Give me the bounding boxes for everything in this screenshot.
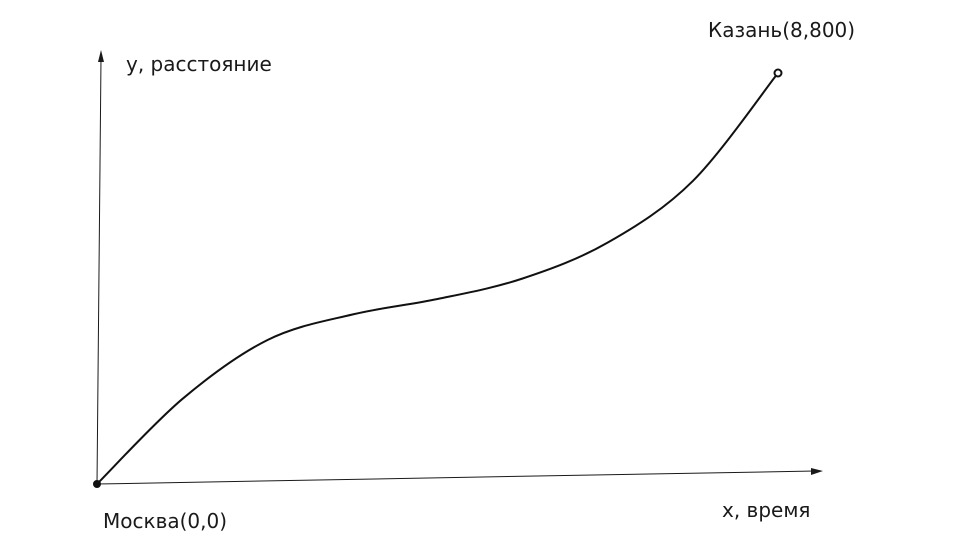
y-axis-label: y, расстояние bbox=[126, 52, 272, 76]
start-point-label: Москва(0,0) bbox=[103, 509, 227, 533]
data-points bbox=[93, 68, 783, 488]
start-point-marker bbox=[93, 480, 101, 488]
distance-curve bbox=[96, 72, 779, 485]
x-axis bbox=[96, 468, 823, 485]
end-point-label: Казань(8,800) bbox=[708, 18, 855, 42]
x-axis-label: x, время bbox=[722, 498, 810, 522]
end-point-marker bbox=[773, 68, 783, 78]
y-axis bbox=[96, 50, 104, 485]
